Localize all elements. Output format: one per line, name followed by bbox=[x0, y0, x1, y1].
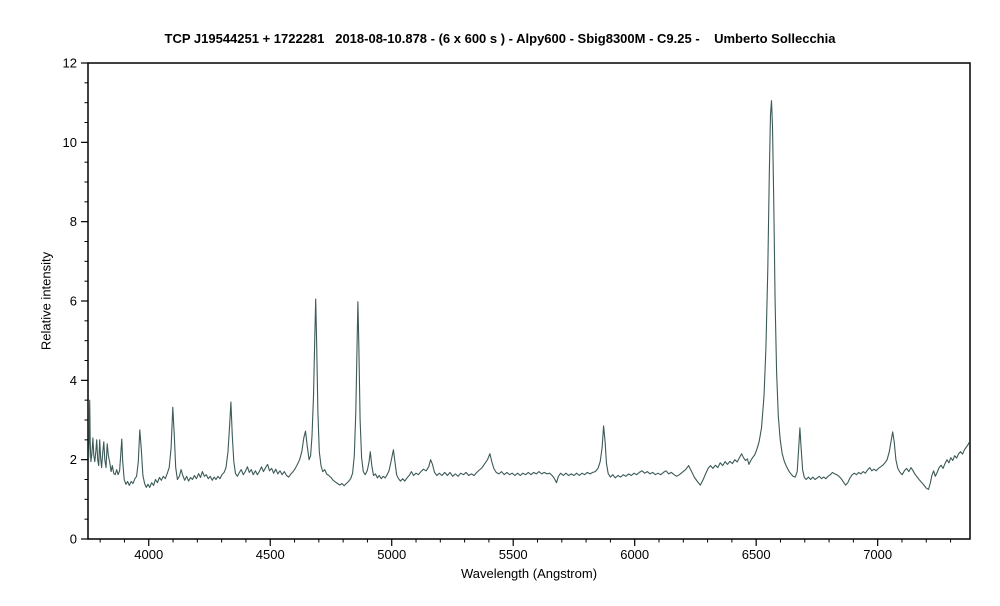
x-tick-label: 4000 bbox=[134, 547, 163, 562]
y-axis-ticks: 0 2 4 6 8 10 12 bbox=[63, 56, 88, 547]
plot-frame bbox=[87, 62, 971, 540]
x-tick-label: 4500 bbox=[256, 547, 285, 562]
y-tick-label: 6 bbox=[70, 294, 77, 309]
spectrum-line bbox=[88, 100, 971, 490]
chart-title: TCP J19544251 + 1722281 2018-08-10.878 -… bbox=[164, 31, 836, 46]
y-tick-label: 0 bbox=[70, 532, 77, 547]
y-tick-label: 10 bbox=[63, 135, 77, 150]
x-axis-label: Wavelength (Angstrom) bbox=[460, 566, 598, 581]
x-axis-ticks: 4000 4500 5000 5500 6000 6500 7000 bbox=[99, 539, 952, 562]
y-tick-label: 2 bbox=[70, 452, 77, 467]
y-tick-label: 8 bbox=[70, 214, 77, 229]
y-tick-label: 12 bbox=[63, 56, 77, 71]
x-tick-label: 5500 bbox=[499, 547, 528, 562]
y-tick-label: 4 bbox=[70, 373, 77, 388]
x-tick-label: 5000 bbox=[377, 547, 406, 562]
x-tick-label: 7000 bbox=[863, 547, 892, 562]
x-tick-label: 6500 bbox=[742, 547, 771, 562]
x-tick-label: 6000 bbox=[620, 547, 649, 562]
